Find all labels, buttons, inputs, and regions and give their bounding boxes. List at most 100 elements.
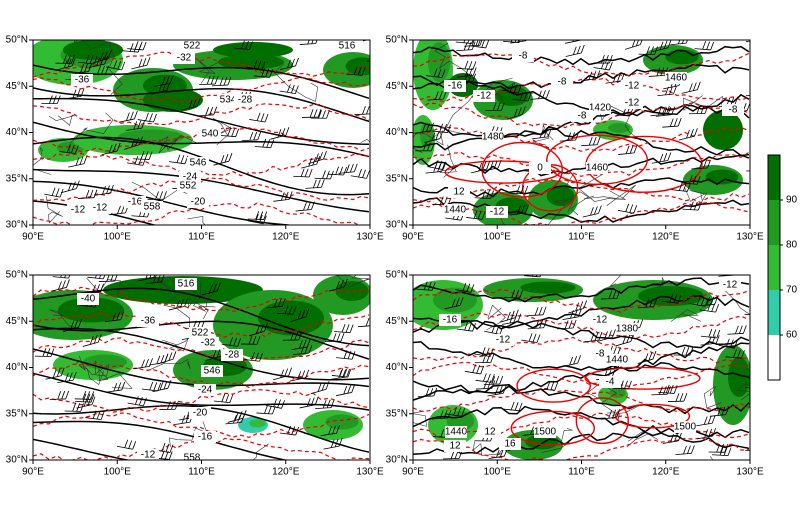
wind-barb	[757, 307, 760, 315]
wind-barb	[66, 391, 69, 399]
lon-label: 90°E	[22, 232, 44, 243]
wind-barb	[58, 391, 61, 399]
contour-label: -12	[141, 450, 156, 461]
shaded-area	[718, 116, 740, 136]
wind-barb	[728, 448, 731, 456]
wind-barb	[686, 130, 689, 138]
wind-barb	[214, 107, 217, 115]
wind-barb	[653, 351, 656, 359]
wind-barb	[726, 339, 729, 347]
wind-barb	[382, 348, 385, 356]
wind-barb	[687, 446, 690, 454]
contour-label: -16	[448, 81, 463, 92]
wind-barb	[580, 301, 583, 309]
wind-barb	[438, 164, 441, 172]
contour-label: -36	[141, 316, 156, 327]
wind-barb	[477, 365, 480, 373]
wind-barb	[743, 325, 746, 333]
wind-barb	[265, 114, 268, 122]
lon-label: 130°E	[356, 467, 384, 478]
contour-label: -12	[625, 98, 640, 109]
wind-barb	[758, 163, 761, 171]
wind-barb	[694, 128, 697, 136]
wind-barb	[323, 110, 326, 118]
wind-barb	[574, 356, 577, 364]
wind-barb	[285, 369, 288, 377]
wind-barb	[363, 170, 366, 178]
wind-barb	[627, 30, 630, 38]
contour-label: 1440	[606, 355, 629, 366]
wind-barb	[649, 352, 652, 360]
wind-barb	[378, 348, 381, 356]
shaded-area	[249, 419, 266, 427]
wind-barb	[142, 360, 145, 368]
wind-barb	[348, 385, 351, 393]
wind-barb	[226, 394, 229, 402]
lat-label: 35°N	[386, 173, 408, 184]
wind-barb	[307, 202, 310, 210]
contour-label: -12	[490, 207, 505, 218]
wind-barb	[375, 53, 378, 61]
height-contour	[413, 342, 749, 370]
colorbar-label: 60	[786, 330, 798, 341]
wind-barb	[754, 163, 757, 171]
contour-label: 540	[202, 129, 219, 140]
wind-barb	[430, 388, 433, 396]
wind-barb	[581, 32, 584, 40]
contour-label: -16	[198, 432, 213, 443]
wind-barb	[95, 270, 98, 278]
wind-barb	[331, 440, 334, 448]
colorbar-segment	[768, 245, 780, 290]
wind-barb	[754, 32, 757, 40]
wind-barb	[221, 155, 224, 163]
wind-barb	[254, 132, 257, 140]
contour-label: 558	[184, 453, 201, 464]
wind-barb	[337, 333, 340, 341]
contour-label: 1460	[665, 73, 688, 84]
wind-barb	[726, 268, 729, 276]
wind-barb	[496, 376, 499, 384]
boundary-line	[627, 430, 658, 447]
wind-barb	[507, 312, 510, 320]
contour-label: -28	[225, 350, 240, 361]
wind-barb	[630, 145, 633, 153]
lat-label: 30°N	[6, 455, 28, 466]
wind-barb	[370, 106, 373, 114]
wind-barb	[313, 180, 316, 188]
wind-barb	[374, 318, 377, 326]
wind-barb	[296, 58, 299, 66]
wind-barb	[370, 31, 373, 39]
wind-barb	[340, 368, 343, 376]
wind-barb	[483, 373, 486, 381]
wind-barb	[626, 204, 629, 212]
wind-barb	[735, 326, 738, 334]
wind-barb	[143, 58, 146, 66]
colorbar-segment	[768, 335, 780, 380]
lon-label: 120°E	[272, 467, 300, 478]
wind-barb	[465, 61, 468, 69]
wind-barb	[65, 270, 68, 278]
wind-barb	[162, 443, 165, 451]
wind-barb	[354, 164, 357, 172]
lon-label: 110°E	[568, 467, 595, 478]
wind-barb	[330, 171, 333, 179]
wind-barb	[99, 270, 102, 278]
lat-label: 35°N	[6, 408, 28, 419]
wind-barb	[257, 113, 260, 121]
wind-barb	[367, 170, 370, 178]
contour-label: -20	[193, 408, 208, 419]
wind-barb	[680, 393, 683, 401]
wind-barb	[686, 35, 689, 43]
wind-barb	[352, 351, 355, 359]
wind-barb	[114, 383, 117, 391]
wind-barb	[762, 87, 765, 95]
wind-barb	[594, 206, 597, 214]
wind-barb	[724, 447, 727, 455]
wind-barb	[486, 40, 489, 48]
wind-barb	[640, 320, 643, 328]
wind-barb	[673, 86, 676, 94]
contour-label: 1500	[674, 422, 697, 433]
wind-barb	[627, 335, 630, 343]
